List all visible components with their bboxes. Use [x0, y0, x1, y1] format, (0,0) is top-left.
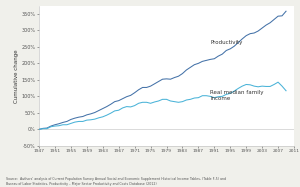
Text: Productivity: Productivity: [210, 40, 243, 45]
Text: Real median family
income: Real median family income: [210, 91, 264, 101]
Y-axis label: Cumulative change: Cumulative change: [14, 49, 19, 102]
Text: Source:  Authors' analysis of Current Population Survey Annual Social and Econom: Source: Authors' analysis of Current Pop…: [6, 177, 226, 186]
